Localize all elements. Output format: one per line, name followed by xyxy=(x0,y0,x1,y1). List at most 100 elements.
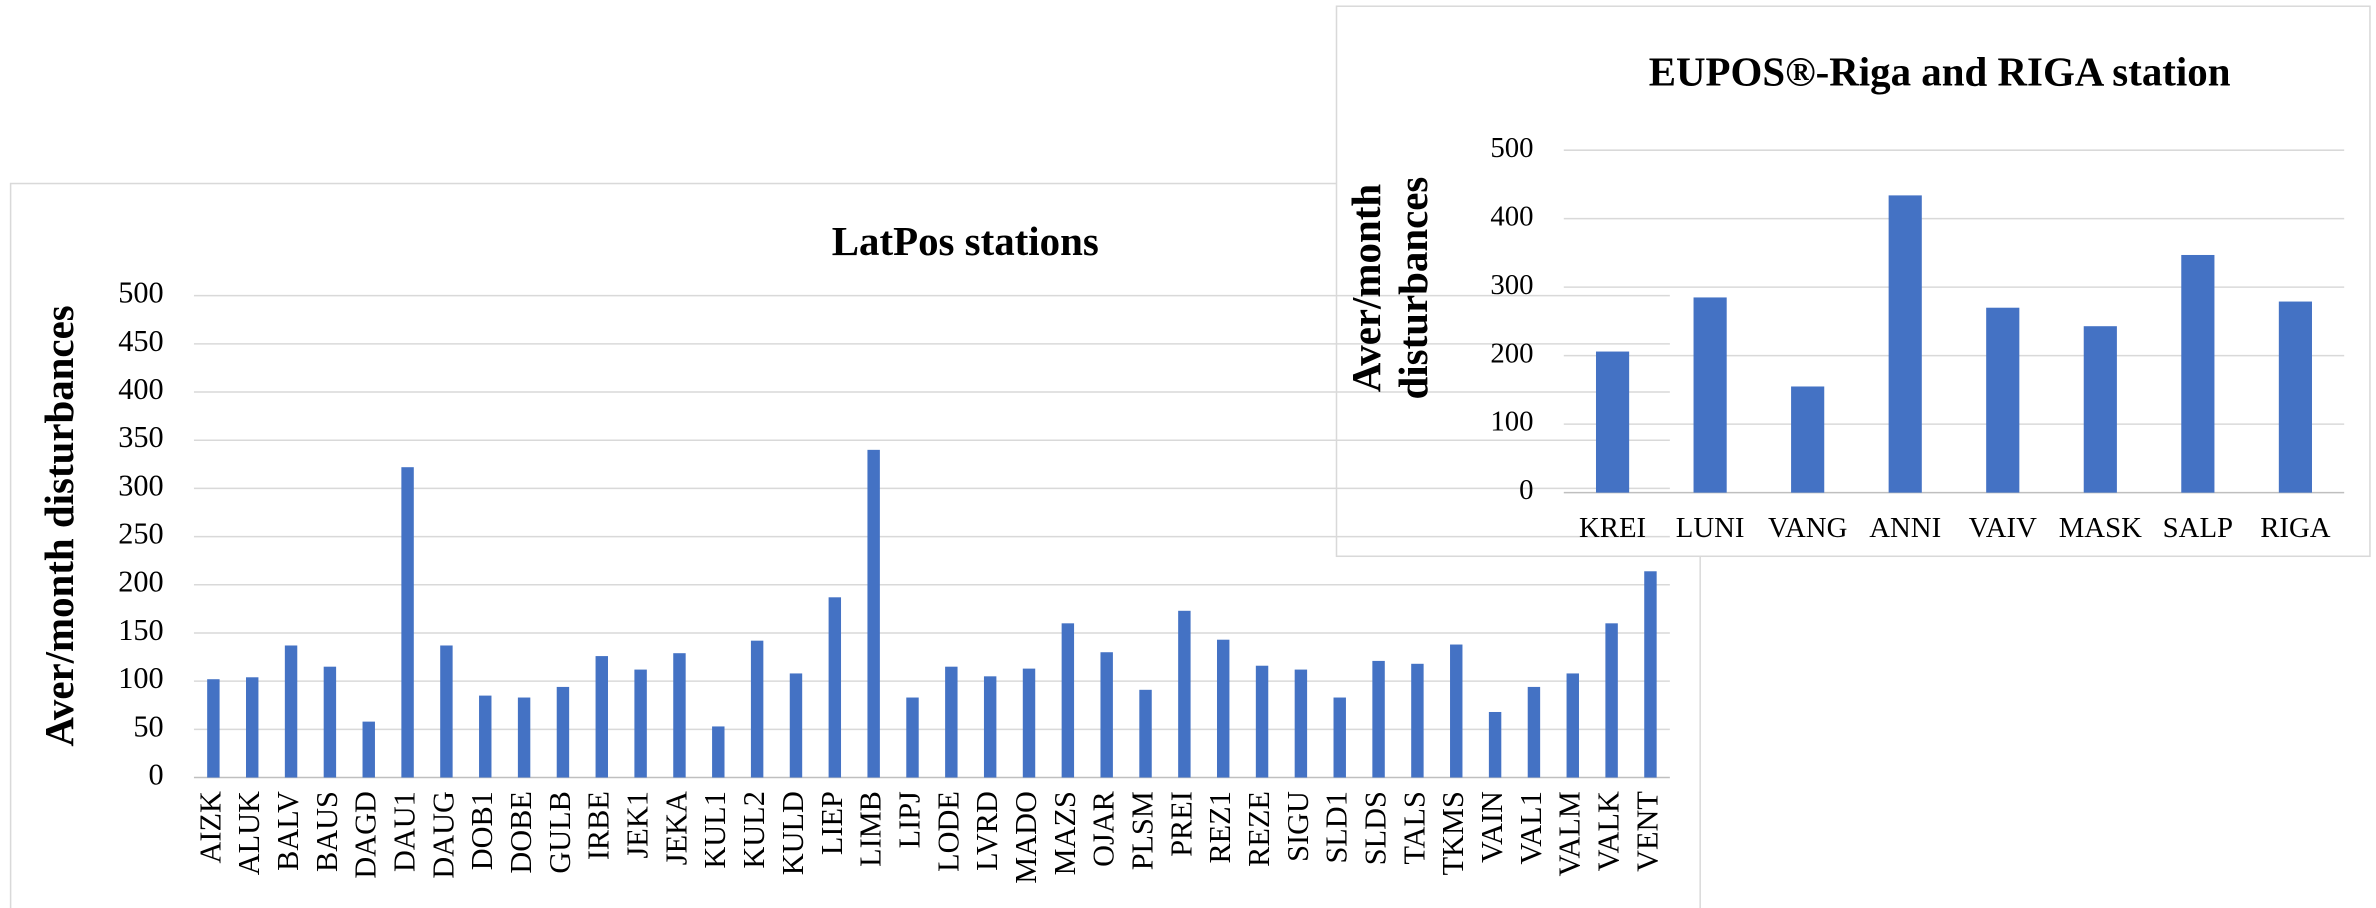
bar xyxy=(556,686,570,778)
x-tick-label: GULB xyxy=(543,791,577,873)
bar xyxy=(440,645,453,778)
bar xyxy=(906,697,919,778)
bar xyxy=(401,467,414,778)
y-tick-label: 350 xyxy=(118,420,163,454)
bar xyxy=(1693,297,1727,493)
x-tick-label: AIZK xyxy=(193,791,227,863)
x-tick-label: SIGU xyxy=(1281,791,1315,862)
x-tick-label: OJAR xyxy=(1087,790,1121,867)
x-tick-label: BAUS xyxy=(310,791,344,872)
bar xyxy=(284,645,298,778)
bar xyxy=(1333,697,1346,778)
bar xyxy=(2278,301,2312,493)
y-tick-label: 200 xyxy=(118,565,163,599)
x-tick-label: ALUK xyxy=(232,791,266,875)
x-tick-label: LIMB xyxy=(854,791,888,867)
y-axis-label: Aver/month xyxy=(1344,184,1389,393)
bar xyxy=(517,697,531,778)
x-tick-label: VALM xyxy=(1553,791,1587,876)
x-tick-label: KREI xyxy=(1579,512,1646,544)
bar xyxy=(1178,610,1191,778)
x-tick-label: SALP xyxy=(2163,512,2233,544)
bar xyxy=(2083,326,2117,493)
bar xyxy=(246,677,259,778)
chart-title: LatPos stations xyxy=(832,219,1099,264)
bar xyxy=(634,669,647,778)
bar xyxy=(479,695,492,778)
x-tick-label: SLDS xyxy=(1359,791,1393,865)
y-axis-label: Aver/month disturbances xyxy=(37,305,82,746)
bar xyxy=(945,666,958,778)
bar xyxy=(207,679,220,778)
bar xyxy=(1566,673,1579,778)
bar xyxy=(1644,571,1657,778)
x-tick-label: KUL1 xyxy=(698,791,732,868)
bar xyxy=(673,653,686,778)
x-tick-label: LODE xyxy=(931,791,965,872)
x-tick-label: VENT xyxy=(1630,791,1664,872)
y-tick-label: 300 xyxy=(1490,269,1533,301)
x-tick-label: LVRD xyxy=(970,791,1004,871)
bar xyxy=(1527,686,1541,778)
y-tick-label: 400 xyxy=(1490,200,1533,232)
x-tick-label: VAIN xyxy=(1475,791,1509,863)
bar xyxy=(323,666,337,778)
bar xyxy=(750,640,764,778)
bar xyxy=(1100,652,1113,778)
x-tick-label: ANNI xyxy=(1869,512,1941,544)
bar xyxy=(1488,711,1502,778)
bar xyxy=(1216,639,1230,778)
bar xyxy=(712,726,725,778)
chart-title: EUPOS®-Riga and RIGA station xyxy=(1649,49,2231,94)
bar xyxy=(1294,669,1308,778)
x-tick-label: VALK xyxy=(1592,791,1626,871)
bar xyxy=(1061,623,1075,778)
x-tick-label: TALS xyxy=(1397,791,1431,864)
x-tick-label: MADO xyxy=(1009,791,1043,884)
bar xyxy=(1411,663,1424,778)
bar xyxy=(1139,689,1152,778)
x-tick-label: KULD xyxy=(776,791,810,875)
bar xyxy=(983,676,997,778)
y-axis-label: disturbances xyxy=(1391,177,1436,400)
x-tick-label: LIEP xyxy=(815,791,849,855)
x-tick-label: VANG xyxy=(1768,512,1847,544)
x-tick-label: IRBE xyxy=(582,791,616,860)
x-tick-label: REZ1 xyxy=(1203,791,1237,863)
y-tick-label: 450 xyxy=(118,324,163,358)
x-tick-label: SLD1 xyxy=(1320,791,1354,863)
bar xyxy=(1022,668,1036,778)
x-tick-label: RIGA xyxy=(2260,512,2331,544)
bar xyxy=(1595,351,1630,493)
bar xyxy=(2181,254,2215,493)
y-tick-label: 0 xyxy=(148,757,163,791)
x-tick-label: JEKA xyxy=(659,791,693,865)
y-tick-label: 500 xyxy=(1490,132,1533,164)
y-tick-label: 150 xyxy=(118,613,163,647)
bar xyxy=(1372,660,1385,778)
x-tick-label: DOBE xyxy=(504,791,538,873)
bar xyxy=(1450,644,1463,778)
x-tick-label: MAZS xyxy=(1048,791,1082,875)
bar xyxy=(828,597,842,778)
y-tick-label: 250 xyxy=(118,517,163,551)
bar xyxy=(867,449,880,778)
x-tick-label: VAL1 xyxy=(1514,791,1548,865)
x-tick-label: LIPJ xyxy=(892,791,926,848)
y-tick-label: 100 xyxy=(1490,406,1533,438)
y-tick-label: 0 xyxy=(1519,474,1533,506)
bar xyxy=(1605,623,1618,778)
bar xyxy=(595,656,608,778)
bar xyxy=(789,673,803,778)
x-tick-label: BALV xyxy=(271,791,305,871)
x-tick-label: MASK xyxy=(2059,512,2142,544)
y-tick-label: 300 xyxy=(118,468,163,502)
bar xyxy=(1255,665,1269,778)
x-tick-label: PLSM xyxy=(1125,791,1159,870)
bar xyxy=(1986,307,2020,493)
x-tick-label: DOB1 xyxy=(465,791,499,870)
x-tick-label: PREI xyxy=(1164,791,1198,857)
y-tick-label: 50 xyxy=(133,709,163,743)
